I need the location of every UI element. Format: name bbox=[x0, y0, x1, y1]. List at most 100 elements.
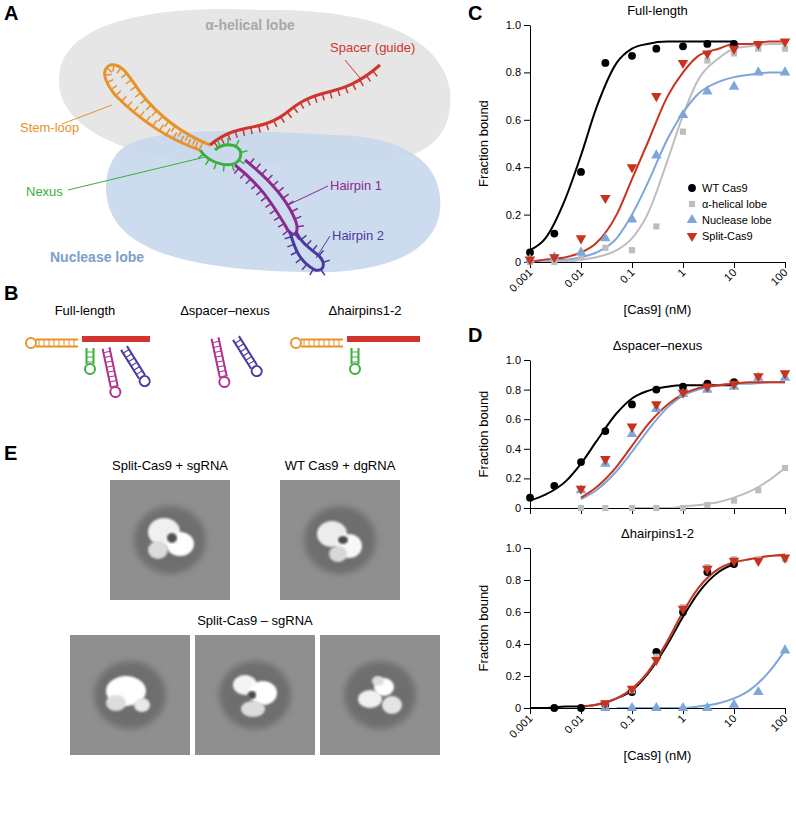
rna-base bbox=[297, 225, 304, 227]
base-pair bbox=[54, 340, 55, 347]
y-tick: 0.8 bbox=[506, 574, 530, 586]
base-pair bbox=[243, 352, 249, 356]
y-tick-label: 0 bbox=[515, 256, 521, 268]
rna-base bbox=[217, 140, 220, 146]
rna-base bbox=[126, 80, 132, 84]
data-point bbox=[702, 384, 713, 393]
x-tick-mark bbox=[632, 262, 633, 268]
y-tick-label: 0.4 bbox=[506, 443, 521, 455]
figure: Aα-helical lobeStem-loopSpacer (guide)Ne… bbox=[0, 0, 796, 831]
rna-base bbox=[240, 173, 245, 178]
rna-base bbox=[241, 151, 248, 153]
x-tick-label: 100 bbox=[768, 266, 789, 287]
y-tick: 0.4 bbox=[506, 161, 530, 173]
density bbox=[317, 521, 347, 547]
base-pair bbox=[49, 340, 50, 347]
y-tick-mark bbox=[524, 390, 530, 391]
data-point bbox=[601, 427, 609, 435]
rna-base bbox=[130, 86, 136, 90]
rna-base bbox=[227, 138, 229, 145]
rna-base bbox=[296, 259, 302, 263]
base-pair bbox=[74, 340, 75, 347]
x-tick-label: 0.01 bbox=[562, 712, 586, 736]
chart: 00.20.40.60.81.0Δspacer–nexusFraction bo… bbox=[476, 338, 790, 514]
legend-label: α-helical lobe bbox=[702, 198, 767, 210]
data-point bbox=[729, 381, 740, 390]
image-background bbox=[70, 635, 190, 755]
x-tick-label: 10 bbox=[721, 266, 738, 283]
base-pair bbox=[240, 348, 246, 352]
density bbox=[166, 532, 194, 556]
base-pair bbox=[304, 340, 305, 347]
y-tick-mark bbox=[524, 419, 530, 420]
rna-base bbox=[283, 230, 288, 234]
spacer-bar bbox=[347, 336, 420, 342]
data-point bbox=[578, 505, 584, 511]
rna-base bbox=[287, 112, 291, 118]
rna-base bbox=[267, 175, 272, 180]
density bbox=[329, 546, 347, 562]
density bbox=[148, 541, 168, 559]
y-tick: 0.2 bbox=[506, 670, 530, 682]
legend-label: Split-Cas9 bbox=[702, 230, 753, 242]
points bbox=[525, 39, 791, 266]
loop bbox=[85, 364, 95, 374]
data-point bbox=[600, 700, 611, 709]
y-tick: 0.4 bbox=[506, 443, 530, 455]
base-pair bbox=[59, 340, 60, 347]
data-point bbox=[780, 555, 791, 564]
stem-loop bbox=[105, 65, 210, 150]
rna-base bbox=[261, 197, 267, 201]
chart-title: Δhairpins1-2 bbox=[621, 526, 694, 541]
rna-base bbox=[266, 123, 268, 130]
base-pair bbox=[87, 357, 94, 358]
data-point bbox=[601, 59, 609, 67]
construct-label: Full-length bbox=[55, 303, 116, 318]
data-point bbox=[729, 699, 740, 708]
data-point bbox=[653, 223, 659, 229]
x-tick-label: 0.1 bbox=[617, 712, 636, 731]
data-point bbox=[729, 81, 740, 90]
class-average-label: Split-Cas9 + sgRNA bbox=[112, 458, 228, 473]
rna-base bbox=[221, 137, 225, 143]
y-tick-label: 0.8 bbox=[506, 574, 521, 586]
rna-base bbox=[310, 269, 313, 275]
base-pair bbox=[136, 371, 142, 375]
rna-label: Spacer (guide) bbox=[330, 40, 415, 55]
image-background bbox=[195, 635, 315, 755]
y-tick-mark bbox=[524, 548, 530, 549]
panel-b: BFull-lengthΔspacer–nexusΔhairpins1-2 bbox=[4, 282, 420, 398]
rna-base bbox=[250, 158, 254, 163]
data-point bbox=[679, 42, 687, 50]
y-tick-label: 0.2 bbox=[506, 472, 521, 484]
density bbox=[248, 691, 256, 699]
chart-title: Full-length bbox=[627, 3, 688, 18]
rna-base bbox=[274, 121, 277, 127]
rna-base bbox=[266, 203, 272, 207]
y-tick-mark bbox=[524, 360, 530, 361]
rna-base bbox=[373, 71, 377, 77]
rna-base bbox=[313, 245, 317, 250]
y-tick-mark bbox=[524, 120, 530, 121]
y-tick-label: 0 bbox=[515, 502, 521, 514]
strand bbox=[127, 346, 145, 375]
hairpin bbox=[291, 338, 343, 348]
data-point bbox=[600, 232, 611, 241]
x-tick-label: 100 bbox=[768, 712, 789, 733]
rna-base bbox=[287, 244, 294, 246]
rna-base bbox=[256, 191, 261, 195]
rna-base bbox=[152, 111, 157, 116]
rna-base bbox=[116, 91, 121, 96]
rna-base bbox=[323, 260, 330, 262]
base-pair bbox=[64, 340, 65, 347]
y-tick-mark bbox=[524, 215, 530, 216]
base-pair bbox=[104, 356, 111, 357]
x-tick-label: 1 bbox=[675, 712, 688, 725]
loop bbox=[138, 374, 152, 388]
base-pair bbox=[69, 340, 70, 347]
halo bbox=[94, 661, 166, 729]
strand bbox=[233, 340, 251, 369]
x-tick-mark bbox=[734, 262, 735, 268]
legend-marker bbox=[689, 201, 695, 207]
leader-line bbox=[288, 186, 328, 205]
